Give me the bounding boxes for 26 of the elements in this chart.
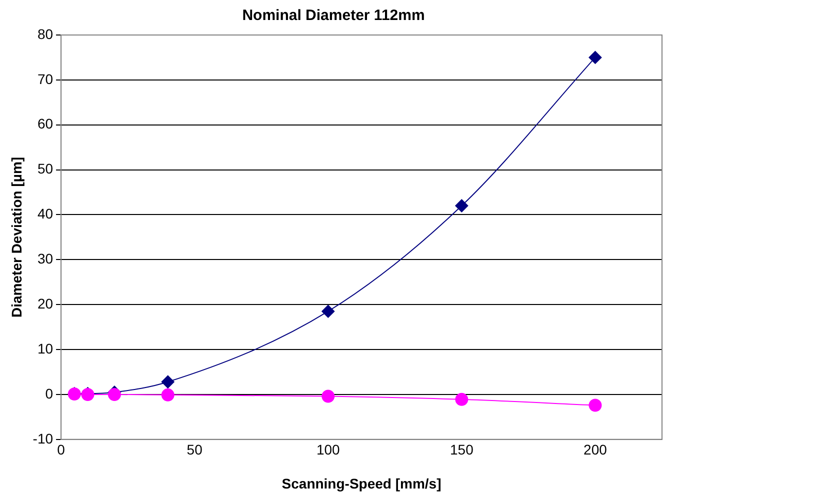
point [455,392,468,406]
point [588,50,602,64]
x-axis-title: Scanning-Speed [mm/s] [282,475,442,492]
x-tick-label: 50 [186,442,203,458]
point [588,398,602,412]
y-axis-title: Diameter Deviation [µm] [8,156,24,318]
x-tick-label: 100 [316,442,340,458]
y-tick-label: 0 [45,385,54,402]
x-tick-label: 150 [450,442,474,458]
y-tick-label: 50 [37,160,54,177]
y-tick-label: 60 [37,116,54,132]
y-tick-label: -10 [32,430,54,446]
point [322,304,335,318]
y-tick-label: 20 [37,295,54,312]
point [161,375,174,388]
point [161,388,174,402]
y-tick-label: 70 [37,70,54,87]
chart-title: Nominal Diameter 112mm [242,7,425,24]
point [455,199,468,212]
y-tick-label: 80 [37,26,54,42]
y-tick-label: 10 [37,340,54,356]
y-tick-label: 30 [37,250,54,267]
x-tick-label: 0 [57,442,66,458]
y-tick-label: 40 [37,206,54,222]
point [322,390,335,403]
x-tick-label: 200 [584,442,608,458]
